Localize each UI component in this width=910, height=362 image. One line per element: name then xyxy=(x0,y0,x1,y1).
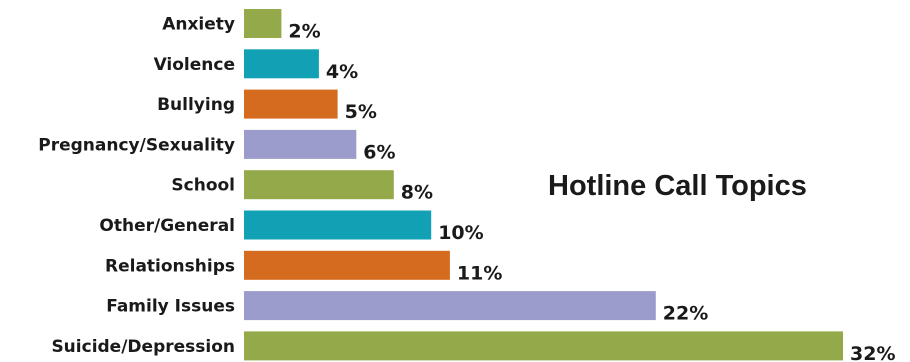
category-label: Suicide/Depression xyxy=(51,337,235,357)
value-label: 8% xyxy=(401,182,433,204)
category-label: Relationships xyxy=(105,256,235,276)
bar-anxiety xyxy=(244,9,282,38)
value-label: 32% xyxy=(850,343,895,362)
chart-title: Hotline Call Topics xyxy=(548,170,807,202)
category-label: Other/General xyxy=(99,216,235,236)
value-labels-group: 2% 4% 5% 6% 8%10% 11% 22% 32% xyxy=(288,21,895,362)
value-label: 10% xyxy=(438,222,483,244)
bar-bullying xyxy=(244,89,338,119)
category-label: Family Issues xyxy=(106,297,235,317)
bar-other-general xyxy=(244,210,432,240)
category-label: Bullying xyxy=(157,95,235,115)
value-label: 2% xyxy=(288,21,320,43)
bar-suicide-depression xyxy=(244,331,843,361)
bar-pregnancy-sexuality xyxy=(244,129,357,159)
bar-school xyxy=(244,170,394,200)
category-label: School xyxy=(171,176,235,196)
bar-violence xyxy=(244,49,319,79)
category-labels-group: Anxiety Violence Bullying Pregnancy/Sexuali… xyxy=(38,15,235,357)
value-label: 22% xyxy=(663,303,708,325)
bar-relationships xyxy=(244,250,450,280)
value-label: 5% xyxy=(345,101,377,123)
category-label: Pregnancy/Sexuality xyxy=(38,135,235,155)
value-label: 11% xyxy=(457,262,502,284)
bar-family-issues xyxy=(244,291,656,321)
value-label: 4% xyxy=(326,61,358,83)
bars-group xyxy=(244,9,843,361)
category-label: Anxiety xyxy=(162,15,235,35)
category-label: Violence xyxy=(154,55,235,75)
value-label: 6% xyxy=(363,141,395,163)
